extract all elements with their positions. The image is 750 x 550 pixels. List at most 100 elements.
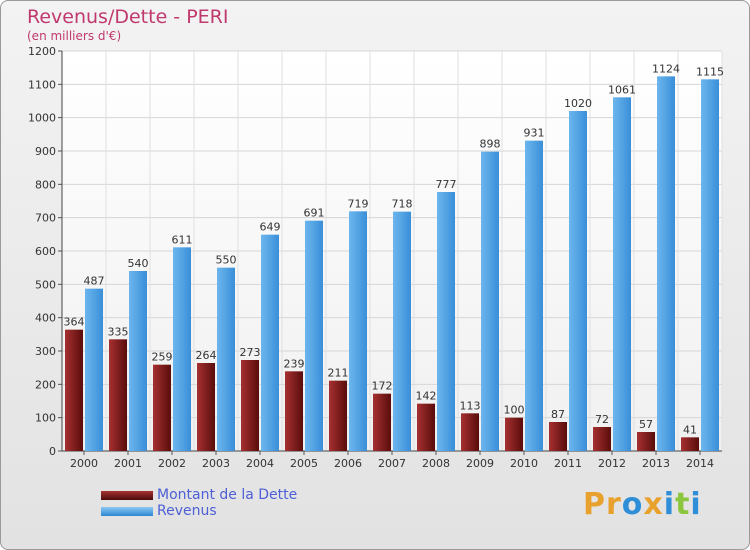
bar-dette — [637, 432, 655, 451]
data-label-revenus: 649 — [260, 221, 281, 234]
y-tick-label: 0 — [49, 445, 56, 458]
bar-dette — [417, 403, 435, 451]
bar-dette — [373, 393, 391, 451]
data-label-revenus: 931 — [524, 127, 545, 140]
x-tick-label: 2001 — [114, 457, 142, 470]
data-label-revenus: 611 — [172, 233, 193, 246]
data-label-dette: 273 — [240, 346, 261, 359]
proxiti-logo: Proxiti — [583, 487, 702, 522]
data-label-dette: 259 — [152, 351, 173, 364]
chart-title: Revenus/Dette - PERI — [27, 6, 229, 28]
bar-dette — [461, 413, 479, 451]
data-label-revenus: 1061 — [608, 83, 636, 96]
legend-label-dette: Montant de la Dette — [157, 487, 298, 503]
y-tick-label: 1100 — [28, 78, 56, 91]
y-tick-label: 500 — [35, 278, 56, 291]
logo-letter: i — [690, 487, 702, 522]
bar-dette — [329, 380, 347, 451]
x-tick-label: 2014 — [686, 457, 714, 470]
data-label-revenus: 487 — [84, 275, 105, 288]
data-label-revenus: 550 — [216, 254, 237, 267]
data-label-revenus: 1115 — [696, 65, 724, 78]
bar-revenus — [85, 288, 103, 451]
x-tick-label: 2003 — [202, 457, 230, 470]
x-tick-label: 2008 — [422, 457, 450, 470]
logo-letter: r — [606, 487, 622, 522]
x-tick-label: 2000 — [70, 457, 98, 470]
x-tick-label: 2005 — [290, 457, 318, 470]
bar-revenus — [217, 267, 235, 451]
data-label-dette: 172 — [372, 380, 393, 393]
y-tick-label: 600 — [35, 245, 56, 258]
y-tick-label: 1000 — [28, 112, 56, 125]
data-label-dette: 72 — [595, 413, 609, 426]
bar-revenus — [305, 220, 323, 451]
bar-dette — [153, 364, 171, 451]
x-tick-label: 2002 — [158, 457, 186, 470]
y-tick-label: 700 — [35, 212, 56, 225]
x-tick-label: 2007 — [378, 457, 406, 470]
bar-revenus — [613, 97, 631, 451]
data-label-dette: 87 — [551, 408, 565, 421]
logo-letter: x — [643, 487, 664, 522]
bar-revenus — [657, 76, 675, 451]
bar-dette — [505, 417, 523, 451]
bar-dette — [109, 339, 127, 451]
y-tick-label: 400 — [35, 312, 56, 325]
logo-letter: P — [583, 487, 606, 522]
data-label-revenus: 1020 — [564, 97, 592, 110]
y-tick-label: 300 — [35, 345, 56, 358]
legend-swatch-dette — [101, 491, 153, 500]
data-label-dette: 335 — [108, 325, 129, 338]
bar-revenus — [261, 234, 279, 451]
logo-letter: i — [663, 487, 676, 522]
data-label-revenus: 777 — [436, 178, 457, 191]
bar-dette — [285, 371, 303, 451]
bar-revenus — [525, 140, 543, 451]
data-label-revenus: 719 — [348, 197, 369, 210]
data-label-dette: 41 — [683, 423, 697, 436]
data-label-dette: 142 — [416, 390, 437, 403]
bar-dette — [65, 329, 83, 451]
y-tick-label: 800 — [35, 178, 56, 191]
bar-dette — [681, 437, 699, 451]
data-label-revenus: 691 — [304, 207, 325, 220]
x-tick-label: 2009 — [466, 457, 494, 470]
data-label-dette: 57 — [639, 418, 653, 431]
data-label-dette: 113 — [460, 399, 481, 412]
y-tick-label: 200 — [35, 378, 56, 391]
data-label-dette: 100 — [504, 404, 525, 417]
bar-revenus — [129, 271, 147, 451]
x-tick-label: 2011 — [554, 457, 582, 470]
x-tick-label: 2006 — [334, 457, 362, 470]
bar-dette — [549, 422, 567, 451]
data-label-dette: 239 — [284, 357, 305, 370]
data-label-revenus: 1124 — [652, 62, 680, 75]
data-label-dette: 264 — [196, 349, 217, 362]
chart-subtitle: (en milliers d'€) — [27, 29, 122, 43]
data-label-dette: 211 — [328, 367, 349, 380]
bar-revenus — [481, 151, 499, 451]
y-tick-label: 900 — [35, 145, 56, 158]
logo-letter: t — [675, 487, 691, 522]
logo-letter: o — [621, 487, 644, 522]
bar-dette — [593, 427, 611, 451]
data-label-revenus: 540 — [128, 257, 149, 270]
bar-revenus — [393, 211, 411, 451]
y-tick-label: 100 — [35, 412, 56, 425]
bar-revenus — [349, 211, 367, 451]
bar-revenus — [569, 111, 587, 451]
x-tick-label: 2012 — [598, 457, 626, 470]
x-tick-label: 2004 — [246, 457, 274, 470]
x-tick-label: 2013 — [642, 457, 670, 470]
legend-label-revenus: Revenus — [157, 503, 217, 519]
x-tick-label: 2010 — [510, 457, 538, 470]
data-label-revenus: 718 — [392, 198, 413, 211]
bar-dette — [241, 360, 259, 451]
bar-revenus — [173, 247, 191, 451]
bar-revenus — [437, 192, 455, 451]
data-label-revenus: 898 — [480, 138, 501, 151]
y-tick-label: 1200 — [28, 45, 56, 58]
